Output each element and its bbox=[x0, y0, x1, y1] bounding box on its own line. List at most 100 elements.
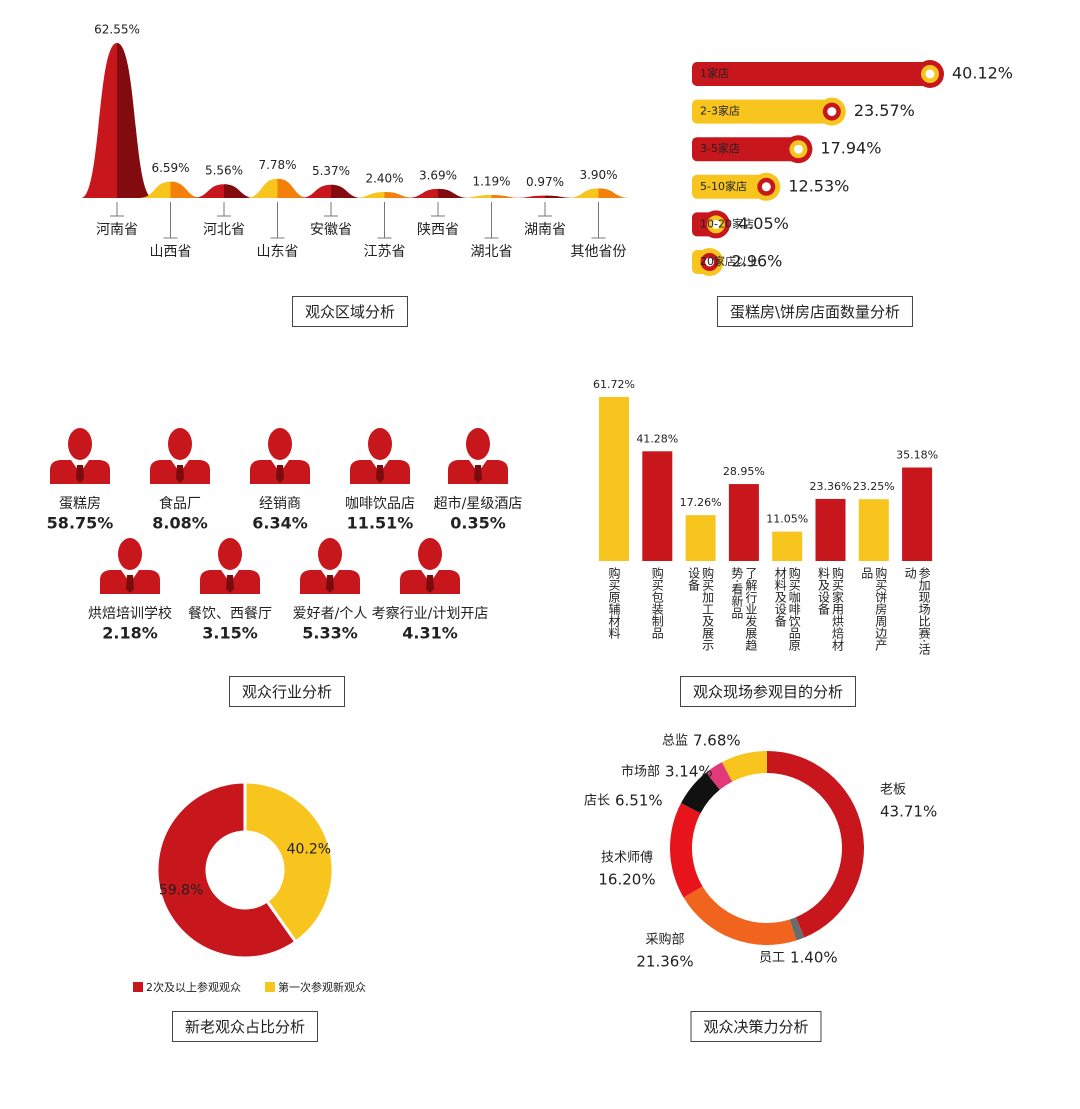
value-label: 3.15% bbox=[202, 624, 258, 643]
category-label: 经销商 bbox=[259, 496, 301, 512]
value-label: 16.20% bbox=[598, 871, 655, 889]
category-label: 购买咖啡饮品原材料及设备 bbox=[773, 567, 802, 651]
category-label: 河北省 bbox=[203, 222, 245, 238]
chart-title: 观众行业分析 bbox=[228, 676, 346, 707]
donut-slice bbox=[767, 751, 865, 938]
value-label: 1.19% bbox=[472, 175, 510, 189]
value-label: 23.57% bbox=[854, 101, 915, 120]
value-label: 3.14% bbox=[665, 763, 713, 781]
person-head bbox=[466, 428, 490, 460]
person-tie bbox=[226, 575, 234, 593]
category-label: 烘焙培训学校 bbox=[88, 605, 172, 622]
person-tie bbox=[426, 575, 434, 593]
category-label: 店长 bbox=[584, 794, 610, 809]
value-label: 6.59% bbox=[151, 161, 189, 175]
value-label: 7.68% bbox=[693, 732, 741, 750]
category-label: 湖北省 bbox=[471, 244, 513, 260]
peak-shade bbox=[277, 178, 310, 198]
bar bbox=[858, 499, 889, 561]
value-label: 58.75% bbox=[47, 514, 114, 533]
value-label: 3.90% bbox=[579, 168, 617, 182]
person-tie bbox=[376, 465, 384, 483]
bar-end-hole bbox=[711, 219, 721, 229]
category-label: 蛋糕房 bbox=[59, 496, 101, 512]
person-head bbox=[68, 428, 92, 460]
person-head bbox=[218, 538, 242, 570]
value-label: 23.36% bbox=[810, 480, 852, 493]
donut-slice bbox=[681, 772, 720, 814]
category-label: 1家店 bbox=[700, 66, 729, 80]
value-label: 2.18% bbox=[102, 624, 158, 643]
value-label: 59.8% bbox=[159, 882, 203, 898]
bar bbox=[815, 498, 846, 561]
value-label: 11.05% bbox=[766, 513, 808, 526]
peak-shade bbox=[598, 188, 631, 198]
category-label: 购买原辅材料 bbox=[607, 567, 621, 639]
category-label: 5-10家店 bbox=[700, 179, 747, 193]
person-tie bbox=[176, 465, 184, 483]
value-label: 40.12% bbox=[952, 64, 1013, 83]
value-label: 17.26% bbox=[680, 496, 722, 509]
bar-end-hole bbox=[761, 182, 771, 192]
chart-title: 新老观众占比分析 bbox=[171, 1011, 319, 1042]
bar bbox=[599, 397, 629, 561]
chart-title: 蛋糕房\饼房店面数量分析 bbox=[716, 296, 914, 327]
peak-shade bbox=[384, 192, 417, 198]
person-head bbox=[318, 538, 342, 570]
person-head bbox=[118, 538, 142, 570]
value-label: 41.28% bbox=[636, 432, 678, 445]
category-label: 总监 bbox=[662, 734, 688, 749]
value-label: 4.05% bbox=[738, 214, 789, 233]
bar bbox=[685, 515, 716, 561]
value-label: 21.36% bbox=[636, 953, 693, 971]
value-label: 2.40% bbox=[365, 172, 403, 186]
legend-swatch bbox=[133, 982, 143, 992]
category-label: 江苏省 bbox=[364, 244, 406, 260]
chart-title: 观众区域分析 bbox=[291, 296, 409, 327]
person-tie bbox=[276, 465, 284, 483]
peak-shade bbox=[170, 181, 203, 198]
value-label: 12.53% bbox=[788, 176, 849, 195]
bar-end-hole bbox=[705, 257, 715, 267]
category-label: 3-5家店 bbox=[700, 141, 740, 155]
person-head bbox=[268, 428, 292, 460]
value-label: 6.51% bbox=[615, 792, 663, 810]
value-label: 7.78% bbox=[258, 158, 296, 172]
category-label: 购买包装制品 bbox=[650, 567, 665, 639]
value-label: 6.34% bbox=[252, 514, 308, 533]
category-label: 老板 bbox=[880, 783, 906, 798]
value-label: 1.40% bbox=[790, 949, 838, 967]
person-tie bbox=[76, 465, 84, 483]
donut-slice bbox=[155, 780, 298, 960]
category-label: 员工 bbox=[759, 951, 785, 966]
category-label: 市场部 bbox=[621, 764, 660, 780]
value-label: 3.69% bbox=[419, 168, 457, 182]
value-label: 11.51% bbox=[347, 514, 414, 533]
person-tie bbox=[474, 465, 482, 483]
peak-shade bbox=[545, 195, 577, 198]
bar bbox=[692, 99, 832, 124]
chart-title: 观众决策力分析 bbox=[690, 1011, 822, 1042]
value-label: 5.33% bbox=[302, 624, 358, 643]
value-label: 2.96% bbox=[732, 252, 783, 271]
value-label: 0.35% bbox=[450, 514, 506, 533]
value-label: 5.37% bbox=[312, 164, 350, 178]
value-label: 62.55% bbox=[94, 23, 140, 37]
category-label: 购买加工及展示设备 bbox=[686, 567, 715, 651]
bar bbox=[642, 451, 673, 561]
category-label: 爱好者/个人 bbox=[293, 606, 368, 622]
bar bbox=[728, 484, 759, 561]
category-label: 咖啡饮品店 bbox=[345, 496, 415, 512]
donut-slice bbox=[721, 751, 767, 782]
category-label: 技术师傅 bbox=[601, 851, 653, 866]
peak-shade bbox=[331, 184, 363, 198]
value-label: 23.25% bbox=[853, 480, 895, 493]
bar-end-hole bbox=[793, 144, 803, 154]
value-label: 43.71% bbox=[880, 803, 937, 821]
peak-shade bbox=[117, 43, 153, 198]
legend-label: 2次及以上参观观众 bbox=[146, 980, 241, 994]
category-label: 2-3家店 bbox=[700, 104, 740, 118]
value-label: 4.31% bbox=[402, 624, 458, 643]
category-label: 陕西省 bbox=[417, 222, 459, 238]
